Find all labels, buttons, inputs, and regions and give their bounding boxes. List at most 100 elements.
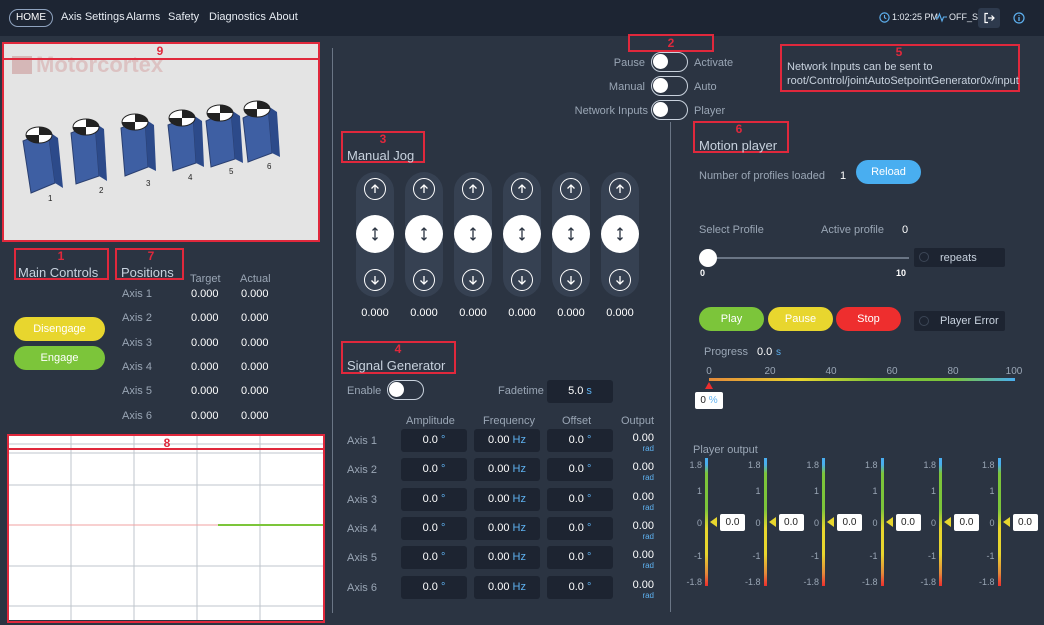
position-axis-label: Axis 6 bbox=[122, 409, 152, 422]
main-controls-title: Main Controls bbox=[18, 265, 99, 280]
nav-safety[interactable]: Safety bbox=[168, 11, 200, 23]
frequency-input[interactable]: 0.00 Hz bbox=[474, 516, 540, 540]
jog-up-button[interactable] bbox=[511, 178, 533, 200]
position-target-value: 0.000 bbox=[191, 312, 219, 325]
annotation-box-5 bbox=[780, 44, 1020, 92]
offset-input[interactable]: 0.0 ° bbox=[547, 516, 613, 540]
play-button[interactable]: Play bbox=[699, 307, 764, 331]
jog-down-button[interactable] bbox=[609, 269, 631, 291]
meter-value: 0.0 bbox=[895, 514, 921, 531]
profile-slider-max: 10 bbox=[896, 268, 907, 278]
meter-bar bbox=[880, 458, 884, 586]
jog-handle[interactable] bbox=[356, 215, 394, 253]
position-actual-value: 0.000 bbox=[241, 360, 269, 373]
disengage-button[interactable]: Disengage bbox=[14, 317, 105, 341]
nav-axis-settings[interactable]: Axis Settings bbox=[61, 11, 125, 23]
offset-input[interactable]: 0.0 ° bbox=[547, 487, 613, 511]
robot-3d-view[interactable]: Motorcortex bbox=[3, 43, 318, 240]
output-unit: rad bbox=[642, 502, 654, 512]
top-navigation-bar: HOME Axis Settings Alarms Safety Diagnos… bbox=[0, 0, 1044, 36]
offset-input[interactable]: 0.0 ° bbox=[547, 575, 613, 599]
jog-up-button[interactable] bbox=[413, 178, 435, 200]
annotation-box-8 bbox=[7, 434, 325, 623]
frequency-unit: Hz bbox=[512, 463, 526, 476]
manual-jog-title: Manual Jog bbox=[347, 148, 415, 163]
nav-alarms[interactable]: Alarms bbox=[126, 11, 161, 23]
amplitude-input[interactable]: 0.0 ° bbox=[401, 546, 467, 570]
jog-down-button[interactable] bbox=[462, 269, 484, 291]
amplitude-input[interactable]: 0.0 ° bbox=[401, 487, 467, 511]
offset-input[interactable]: 0.0 ° bbox=[547, 458, 613, 482]
repeats-indicator[interactable]: repeats bbox=[914, 248, 1005, 267]
sg-axis-label: Axis 6 bbox=[347, 581, 377, 594]
amplitude-input[interactable]: 0.0 ° bbox=[401, 429, 467, 452]
arrow-down-icon bbox=[567, 276, 575, 285]
fadetime-input[interactable]: 5.0 s bbox=[547, 380, 613, 403]
reload-button[interactable]: Reload bbox=[856, 160, 921, 184]
output-unit: rad bbox=[642, 473, 654, 483]
pause-button[interactable]: Pause bbox=[768, 307, 833, 331]
jog-down-button[interactable] bbox=[511, 269, 533, 291]
meter-tick-label: 0 bbox=[872, 518, 878, 528]
output-value: 0.00 bbox=[632, 578, 654, 591]
nav-about[interactable]: About bbox=[269, 11, 298, 23]
annotation-box-7 bbox=[115, 248, 184, 280]
jog-down-button[interactable] bbox=[364, 269, 386, 291]
logout-button[interactable] bbox=[978, 8, 1000, 28]
mode-toggle[interactable] bbox=[651, 100, 688, 120]
meter-tick-label: 1.8 bbox=[981, 460, 995, 470]
annotation-box-2 bbox=[628, 34, 714, 52]
profile-slider-handle[interactable] bbox=[699, 249, 717, 267]
axis-label-6: 6 bbox=[267, 162, 272, 171]
jog-up-button[interactable] bbox=[364, 178, 386, 200]
offset-unit: ° bbox=[586, 521, 592, 534]
profile-slider-min: 0 bbox=[700, 268, 706, 278]
offset-input[interactable]: 0.0 ° bbox=[547, 546, 613, 570]
jog-handle[interactable] bbox=[601, 215, 639, 253]
amplitude-input[interactable]: 0.0 ° bbox=[401, 458, 467, 482]
frequency-input[interactable]: 0.00 Hz bbox=[474, 546, 540, 570]
signal-plot[interactable] bbox=[8, 435, 323, 620]
position-target-value: 0.000 bbox=[191, 409, 219, 422]
frequency-input[interactable]: 0.00 Hz bbox=[474, 487, 540, 511]
annotation-number-9: 9 bbox=[156, 44, 164, 58]
clock-icon bbox=[879, 12, 890, 23]
offset-input[interactable]: 0.0 ° bbox=[547, 429, 613, 452]
meter-tick-label: -1 bbox=[986, 551, 995, 561]
frequency-input[interactable]: 0.00 Hz bbox=[474, 429, 540, 452]
amplitude-input[interactable]: 0.0 ° bbox=[401, 516, 467, 540]
jog-down-button[interactable] bbox=[413, 269, 435, 291]
profile-slider-track[interactable] bbox=[704, 257, 909, 259]
frequency-input[interactable]: 0.00 Hz bbox=[474, 575, 540, 599]
jog-down-button[interactable] bbox=[560, 269, 582, 291]
nav-home[interactable]: HOME bbox=[9, 9, 53, 27]
jog-up-button[interactable] bbox=[462, 178, 484, 200]
nav-diagnostics[interactable]: Diagnostics bbox=[209, 11, 266, 23]
jog-handle[interactable] bbox=[405, 215, 443, 253]
repeats-label: repeats bbox=[940, 252, 977, 264]
jog-handle[interactable] bbox=[454, 215, 492, 253]
enable-toggle[interactable] bbox=[387, 380, 424, 400]
engage-button[interactable]: Engage bbox=[14, 346, 105, 370]
jog-up-button[interactable] bbox=[560, 178, 582, 200]
annotation-box-8-header bbox=[7, 434, 325, 450]
amplitude-unit: ° bbox=[440, 463, 446, 476]
jog-up-button[interactable] bbox=[609, 178, 631, 200]
meter-bar bbox=[763, 458, 767, 586]
stop-button[interactable]: Stop bbox=[836, 307, 901, 331]
jog-handle[interactable] bbox=[503, 215, 541, 253]
arrow-up-icon bbox=[616, 184, 624, 193]
frequency-input[interactable]: 0.00 Hz bbox=[474, 458, 540, 482]
amplitude-input[interactable]: 0.0 ° bbox=[401, 575, 467, 599]
frequency-value: 0.00 bbox=[488, 492, 510, 505]
mode-toggle[interactable] bbox=[651, 76, 688, 96]
position-axis-label: Axis 5 bbox=[122, 385, 152, 398]
annotation-number-4: 4 bbox=[394, 342, 402, 356]
axis-label-3: 3 bbox=[146, 179, 151, 188]
info-button[interactable] bbox=[1012, 11, 1026, 25]
fadetime-value: 5.0 bbox=[568, 385, 584, 397]
offset-unit: ° bbox=[586, 434, 592, 446]
mode-toggle[interactable] bbox=[651, 52, 688, 72]
jog-handle[interactable] bbox=[552, 215, 590, 253]
player-output-label: Player output bbox=[693, 444, 758, 456]
